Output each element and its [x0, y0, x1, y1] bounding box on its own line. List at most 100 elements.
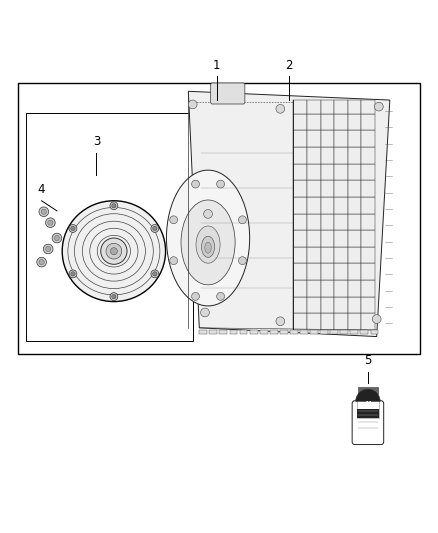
Text: 1: 1	[213, 59, 221, 71]
Text: M: M	[365, 401, 371, 406]
Bar	[270, 330, 278, 334]
Bar	[357, 409, 379, 418]
Bar	[293, 130, 307, 147]
Circle shape	[374, 102, 383, 111]
Bar	[334, 214, 348, 230]
Bar	[321, 297, 334, 313]
Bar	[361, 214, 375, 230]
Bar	[230, 330, 237, 334]
Bar	[300, 330, 308, 334]
Bar	[361, 197, 375, 214]
Bar	[307, 130, 321, 147]
Bar	[350, 330, 358, 334]
Bar	[307, 230, 321, 247]
Ellipse shape	[181, 200, 235, 285]
Text: 2: 2	[285, 59, 293, 71]
Bar	[293, 147, 307, 164]
Bar	[321, 214, 334, 230]
Bar	[334, 114, 348, 130]
Bar	[334, 263, 348, 280]
Text: 4: 4	[38, 183, 46, 197]
Bar	[361, 100, 375, 114]
Bar	[321, 100, 334, 114]
Bar	[250, 330, 258, 334]
Circle shape	[372, 314, 381, 324]
Circle shape	[110, 202, 118, 209]
Bar	[358, 387, 378, 394]
Bar	[334, 130, 348, 147]
Bar	[334, 197, 348, 214]
Bar	[334, 100, 348, 114]
Circle shape	[170, 216, 177, 224]
Bar	[361, 230, 375, 247]
Circle shape	[239, 216, 247, 224]
Bar	[307, 147, 321, 164]
Bar	[321, 230, 334, 247]
Bar	[293, 197, 307, 214]
Bar	[348, 214, 361, 230]
Circle shape	[110, 248, 117, 255]
Bar	[348, 230, 361, 247]
Bar	[361, 263, 375, 280]
Circle shape	[106, 243, 122, 259]
Bar	[348, 164, 361, 180]
Bar	[348, 197, 361, 214]
Circle shape	[54, 236, 60, 241]
Bar	[334, 164, 348, 180]
Circle shape	[48, 220, 53, 225]
Bar	[321, 114, 334, 130]
Bar	[293, 114, 307, 130]
Circle shape	[37, 257, 46, 267]
Bar	[321, 164, 334, 180]
Bar	[307, 297, 321, 313]
Ellipse shape	[62, 201, 166, 302]
Bar	[293, 214, 307, 230]
Bar	[361, 147, 375, 164]
Bar	[307, 313, 321, 330]
Bar	[310, 330, 318, 334]
Circle shape	[52, 233, 62, 243]
Bar	[371, 330, 378, 334]
Circle shape	[69, 270, 77, 278]
Ellipse shape	[166, 170, 250, 306]
Bar	[307, 197, 321, 214]
Bar	[321, 130, 334, 147]
Bar	[321, 313, 334, 330]
Circle shape	[71, 227, 75, 231]
Bar	[357, 399, 379, 418]
Bar	[361, 180, 375, 197]
Bar	[334, 280, 348, 297]
Bar	[209, 330, 217, 334]
Bar	[361, 247, 375, 263]
Bar	[293, 164, 307, 180]
Bar	[293, 100, 307, 114]
Circle shape	[276, 104, 285, 113]
Text: 5: 5	[364, 354, 371, 367]
Bar	[334, 247, 348, 263]
Circle shape	[239, 257, 247, 264]
Bar	[361, 394, 375, 403]
Circle shape	[110, 293, 118, 301]
Bar	[348, 280, 361, 297]
Bar	[334, 230, 348, 247]
Bar	[348, 297, 361, 313]
Bar	[293, 263, 307, 280]
Bar	[307, 164, 321, 180]
Circle shape	[204, 209, 212, 219]
Circle shape	[151, 270, 159, 278]
Bar	[334, 180, 348, 197]
Circle shape	[46, 218, 55, 228]
Bar	[293, 247, 307, 263]
Circle shape	[112, 294, 116, 299]
Circle shape	[153, 272, 157, 276]
Circle shape	[151, 224, 159, 232]
Bar	[334, 313, 348, 330]
Bar	[348, 263, 361, 280]
Wedge shape	[356, 389, 380, 401]
Bar	[307, 247, 321, 263]
Bar	[334, 147, 348, 164]
Circle shape	[41, 209, 46, 214]
Bar	[293, 230, 307, 247]
Bar	[348, 247, 361, 263]
Bar	[361, 297, 375, 313]
